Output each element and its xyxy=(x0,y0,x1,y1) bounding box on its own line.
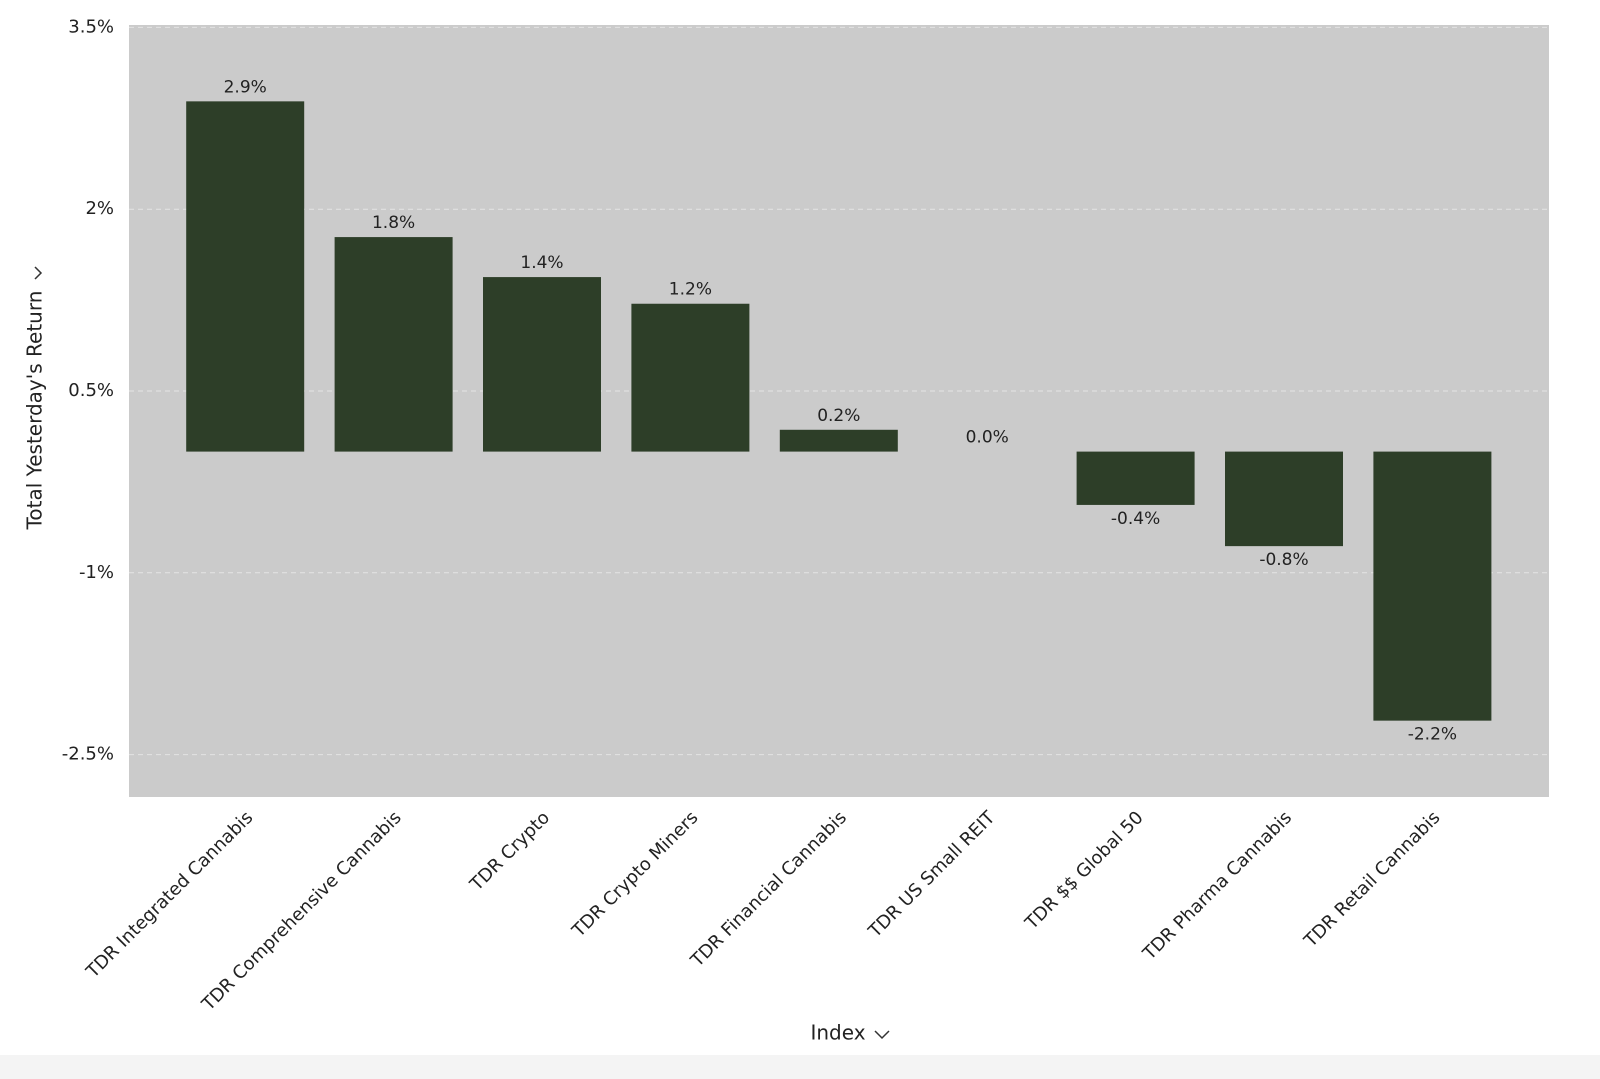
value-label: 1.4% xyxy=(520,253,563,273)
x-tick-label: TDR Retail Cannabis xyxy=(1300,807,1445,952)
y-tick-label: 3.5% xyxy=(68,16,114,37)
y-axis-dropdown[interactable] xyxy=(34,266,43,280)
y-tick-label: 2% xyxy=(85,198,114,219)
value-label: 2.9% xyxy=(224,77,267,97)
value-label: 0.0% xyxy=(966,428,1009,448)
x-axis-dropdown[interactable] xyxy=(874,1030,890,1040)
footer-strip xyxy=(0,1055,1600,1079)
bar xyxy=(1076,451,1195,505)
x-tick-label: TDR Pharma Cannabis xyxy=(1138,807,1296,965)
y-tick-label: 0.5% xyxy=(68,380,114,401)
bar xyxy=(779,429,898,452)
x-tick-label: TDR $$ Global 50 xyxy=(1021,807,1148,934)
x-tick-label: TDR Crypto Miners xyxy=(568,807,703,942)
x-tick-label: TDR US Small REIT xyxy=(864,807,1000,943)
value-label: 0.2% xyxy=(817,406,860,426)
bar xyxy=(334,237,453,452)
y-axis-title: Total Yesterday's Return xyxy=(23,291,47,531)
x-axis-title: Index xyxy=(810,1021,865,1045)
value-label: 1.2% xyxy=(669,280,712,300)
x-tick-label: TDR Financial Cannabis xyxy=(686,807,851,972)
value-label: 1.8% xyxy=(372,213,415,233)
bar xyxy=(1373,451,1492,721)
value-label: -0.8% xyxy=(1259,550,1308,570)
x-tick-label: TDR Integrated Cannabis xyxy=(82,807,258,983)
y-tick-label: -1% xyxy=(79,562,114,583)
y-tick-label: -2.5% xyxy=(62,744,114,765)
bar xyxy=(631,303,750,452)
bar xyxy=(186,101,305,452)
bar xyxy=(483,277,601,452)
bar xyxy=(1225,451,1343,547)
value-label: -0.4% xyxy=(1111,509,1160,529)
x-tick-label: TDR Crypto xyxy=(466,807,555,896)
value-label: -2.2% xyxy=(1408,725,1457,745)
